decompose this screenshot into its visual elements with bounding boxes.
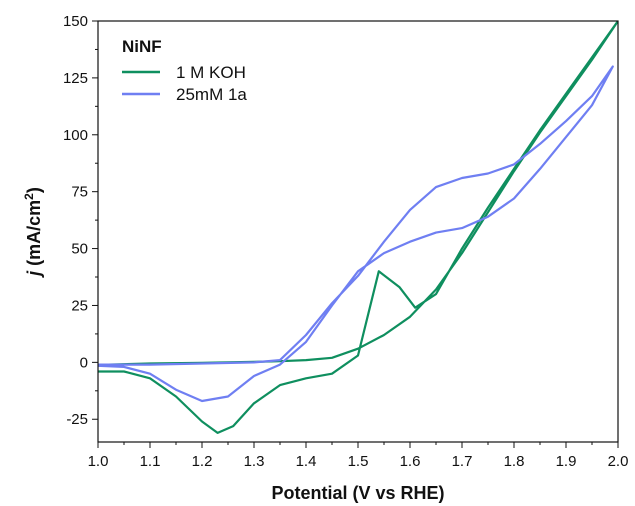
ticks-layer: 1.0 1.1 1.2 1.3 1.4 1.5 1.6 1.7 1.8 1.9 2.0 -25 0 25 5… <box>63 13 628 470</box>
legend-label-koh: 1 M KOH <box>176 63 246 82</box>
y-tick-label: 0 <box>80 354 88 371</box>
y-tick-label: 150 <box>63 13 88 30</box>
x-tick-label: 1.5 <box>348 453 369 470</box>
y-tick-label: 25 <box>71 297 88 314</box>
x-tick-label: 1.7 <box>452 453 473 470</box>
x-tick-label: 1.6 <box>400 453 421 470</box>
y-tick-label: -25 <box>66 411 88 428</box>
series-layer <box>98 21 618 434</box>
y-tick-label: 125 <box>63 70 88 87</box>
x-tick-label: 1.0 <box>88 453 109 470</box>
x-tick-label: 1.9 <box>556 453 577 470</box>
y-tick-label: 75 <box>71 184 88 201</box>
x-tick-label: 1.3 <box>244 453 265 470</box>
x-tick-label: 2.0 <box>608 453 629 470</box>
x-tick-label: 1.8 <box>504 453 525 470</box>
y-axis-title-close: ) <box>24 187 44 193</box>
x-tick-label: 1.1 <box>140 453 161 470</box>
series-line-1a <box>98 65 614 403</box>
y-tick-label: 100 <box>63 127 88 144</box>
y-axis-title-unit: (mA/cm <box>24 200 44 271</box>
legend: NiNF 1 M KOH 25mM 1a <box>122 37 247 104</box>
y-tick-label: 50 <box>71 241 88 258</box>
x-axis-title: Potential (V vs RHE) <box>271 483 444 503</box>
series-line-koh <box>98 21 618 434</box>
y-axis-title-symbol: j <box>24 270 44 278</box>
x-tick-label: 1.2 <box>192 453 213 470</box>
y-axis-title: j (mA/cm2) <box>22 187 44 278</box>
x-tick-label: 1.4 <box>296 453 317 470</box>
legend-title: NiNF <box>122 37 162 56</box>
y-axis-title-superscript: 2 <box>22 193 36 200</box>
legend-label-1a: 25mM 1a <box>176 85 247 104</box>
